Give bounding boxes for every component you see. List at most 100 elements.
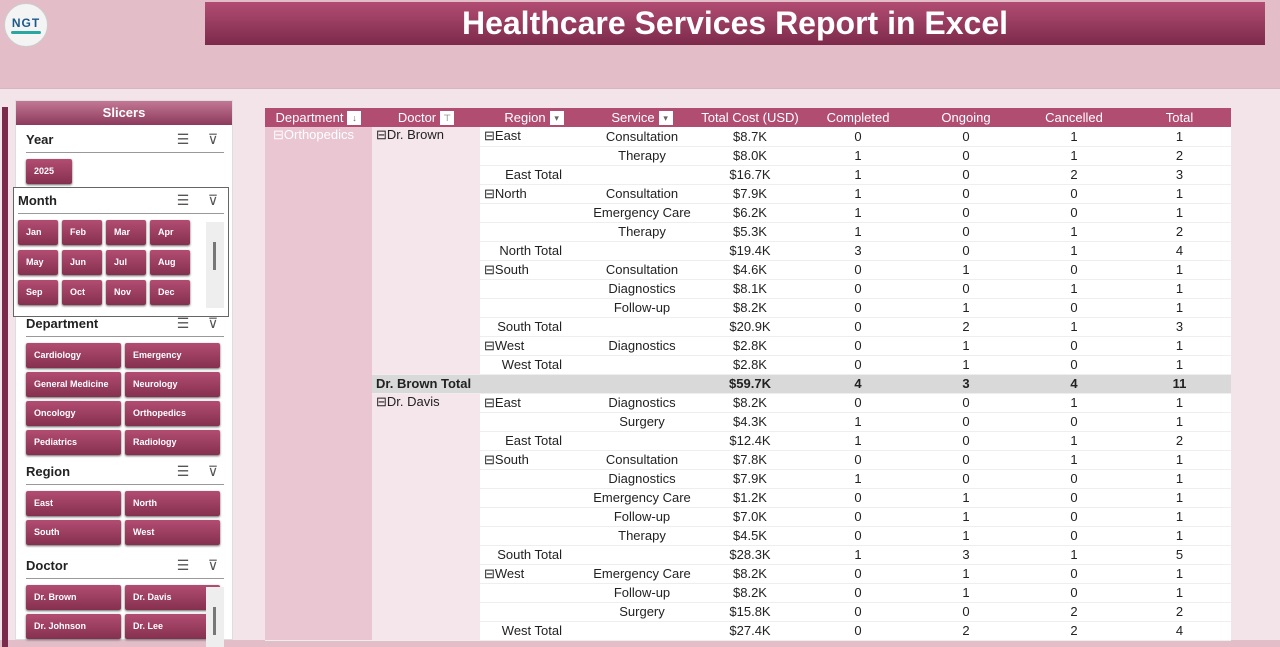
sort-icon[interactable]: ↓ bbox=[347, 111, 362, 126]
slicer-button-emergency[interactable]: Emergency bbox=[125, 343, 220, 368]
region-cell bbox=[480, 526, 588, 546]
multi-select-icon[interactable]: ☰ bbox=[176, 130, 190, 147]
cost-cell: $15.8K bbox=[696, 602, 804, 622]
slicer-button-radiology[interactable]: Radiology bbox=[125, 430, 220, 455]
slicer-button-oncology[interactable]: Oncology bbox=[26, 401, 121, 426]
ongoing-cell: 0 bbox=[912, 469, 1020, 489]
multi-select-icon[interactable]: ☰ bbox=[176, 314, 190, 331]
doctor-cell[interactable]: ⊟Dr. Brown bbox=[372, 127, 480, 375]
slicer-button-dr-lee[interactable]: Dr. Lee bbox=[125, 614, 220, 639]
slicer-button-north[interactable]: North bbox=[125, 491, 220, 516]
slicer-button-orthopedics[interactable]: Orthopedics bbox=[125, 401, 220, 426]
completed-cell: 0 bbox=[804, 621, 912, 641]
multi-select-icon[interactable]: ☰ bbox=[176, 556, 190, 573]
ongoing-cell: 0 bbox=[912, 279, 1020, 299]
service-cell: Consultation bbox=[588, 450, 696, 470]
cost-cell: $27.4K bbox=[696, 621, 804, 641]
slicer-month: Month ☰ ⊽ Jan Feb Mar Apr May Jun Jul Aug Sep Oct Nov… bbox=[13, 187, 229, 317]
table-row: Diagnostics $7.9K 1 0 0 1 bbox=[265, 469, 1231, 489]
region-cell[interactable]: ⊟West bbox=[480, 564, 588, 584]
region-cell[interactable]: ⊟South bbox=[480, 260, 588, 280]
slicer-button-cardiology[interactable]: Cardiology bbox=[26, 343, 121, 368]
slicer-button-apr[interactable]: Apr bbox=[150, 220, 190, 245]
clear-filter-icon[interactable]: ⊽ bbox=[207, 314, 219, 331]
region-cell[interactable]: ⊟South bbox=[480, 450, 588, 470]
completed-cell: 0 bbox=[804, 602, 912, 622]
total-cell: 4 bbox=[1128, 621, 1231, 641]
cancelled-cell: 0 bbox=[1020, 336, 1128, 356]
column-header-region[interactable]: Region ▾ bbox=[480, 108, 588, 127]
slicer-button-oct[interactable]: Oct bbox=[62, 280, 102, 305]
completed-cell: 0 bbox=[804, 526, 912, 546]
region-cell[interactable]: ⊟East bbox=[480, 127, 588, 147]
region-cell[interactable]: ⊟East bbox=[480, 393, 588, 413]
completed-cell: 1 bbox=[804, 545, 912, 565]
scroll-thumb[interactable] bbox=[213, 607, 216, 635]
slicer-button-jan[interactable]: Jan bbox=[18, 220, 58, 245]
completed-cell: 1 bbox=[804, 184, 912, 204]
region-cell: West Total bbox=[480, 621, 588, 641]
department-cell[interactable]: ⊟Orthopedics bbox=[265, 127, 372, 641]
slicer-button-aug[interactable]: Aug bbox=[150, 250, 190, 275]
table-row: South Total $20.9K 0 2 1 3 bbox=[265, 317, 1231, 337]
slicer-scrollbar[interactable] bbox=[206, 587, 224, 647]
cancelled-cell: 0 bbox=[1020, 298, 1128, 318]
column-header-department[interactable]: Department ↓ bbox=[265, 108, 372, 127]
slicer-button-jul[interactable]: Jul bbox=[106, 250, 146, 275]
header-band: NGT Healthcare Services Report in Excel bbox=[0, 0, 1280, 88]
slicer-button-may[interactable]: May bbox=[18, 250, 58, 275]
cancelled-cell: 1 bbox=[1020, 317, 1128, 337]
slicer-button-south[interactable]: South bbox=[26, 520, 121, 545]
ongoing-cell: 2 bbox=[912, 317, 1020, 337]
ongoing-cell: 1 bbox=[912, 526, 1020, 546]
ongoing-cell: 1 bbox=[912, 336, 1020, 356]
region-cell[interactable]: ⊟West bbox=[480, 336, 588, 356]
filter-icon[interactable]: ⊤ bbox=[440, 111, 455, 126]
scroll-thumb[interactable] bbox=[213, 242, 216, 270]
cost-cell: $16.7K bbox=[696, 165, 804, 185]
multi-select-icon[interactable]: ☰ bbox=[176, 191, 190, 208]
completed-cell: 0 bbox=[804, 355, 912, 375]
completed-cell: 0 bbox=[804, 488, 912, 508]
slicer-button-jun[interactable]: Jun bbox=[62, 250, 102, 275]
slicer-scrollbar[interactable] bbox=[206, 222, 224, 308]
slicer-button-nov[interactable]: Nov bbox=[106, 280, 146, 305]
table-row: East Total $12.4K 1 0 1 2 bbox=[265, 431, 1231, 451]
slicer-button-feb[interactable]: Feb bbox=[62, 220, 102, 245]
ongoing-cell: 1 bbox=[912, 564, 1020, 584]
slicer-button-dr-johnson[interactable]: Dr. Johnson bbox=[26, 614, 121, 639]
slicer-button-mar[interactable]: Mar bbox=[106, 220, 146, 245]
completed-cell: 0 bbox=[804, 260, 912, 280]
column-header-service[interactable]: Service ▾ bbox=[588, 108, 696, 127]
slicer-buttons: 2025 bbox=[26, 159, 224, 184]
dropdown-icon[interactable]: ▾ bbox=[549, 111, 564, 126]
column-header-doctor[interactable]: Doctor ⊤ bbox=[372, 108, 480, 127]
slicer-button-west[interactable]: West bbox=[125, 520, 220, 545]
doctor-cell[interactable]: ⊟Dr. Davis bbox=[372, 393, 480, 641]
slicer-button-east[interactable]: East bbox=[26, 491, 121, 516]
cancelled-cell: 0 bbox=[1020, 526, 1128, 546]
cancelled-cell: 1 bbox=[1020, 393, 1128, 413]
table-row: ⊟West Emergency Care $8.2K 0 1 0 1 bbox=[265, 564, 1231, 584]
clear-filter-icon[interactable]: ⊽ bbox=[207, 130, 219, 147]
slicer-button-general-medicine[interactable]: General Medicine bbox=[26, 372, 121, 397]
slicer-button-sep[interactable]: Sep bbox=[18, 280, 58, 305]
clear-filter-icon[interactable]: ⊽ bbox=[207, 556, 219, 573]
slicer-button-dec[interactable]: Dec bbox=[150, 280, 190, 305]
slicer-button-neurology[interactable]: Neurology bbox=[125, 372, 220, 397]
region-cell[interactable]: ⊟North bbox=[480, 184, 588, 204]
service-cell: Surgery bbox=[588, 412, 696, 432]
slicer-button-pediatrics[interactable]: Pediatrics bbox=[26, 430, 121, 455]
dropdown-icon[interactable]: ▾ bbox=[658, 111, 673, 126]
clear-filter-icon[interactable]: ⊽ bbox=[207, 462, 219, 479]
table-row: Therapy $8.0K 1 0 1 2 bbox=[265, 146, 1231, 166]
service-cell: Follow-up bbox=[588, 298, 696, 318]
multi-select-icon[interactable]: ☰ bbox=[176, 462, 190, 479]
region-cell bbox=[480, 469, 588, 489]
header-label: Total Cost (USD) bbox=[701, 110, 799, 125]
completed-cell: 1 bbox=[804, 412, 912, 432]
clear-filter-icon[interactable]: ⊽ bbox=[207, 191, 219, 208]
slicer-button-2025[interactable]: 2025 bbox=[26, 159, 72, 184]
slicer-button-dr-brown[interactable]: Dr. Brown bbox=[26, 585, 121, 610]
slicer-button-dr-davis[interactable]: Dr. Davis bbox=[125, 585, 220, 610]
